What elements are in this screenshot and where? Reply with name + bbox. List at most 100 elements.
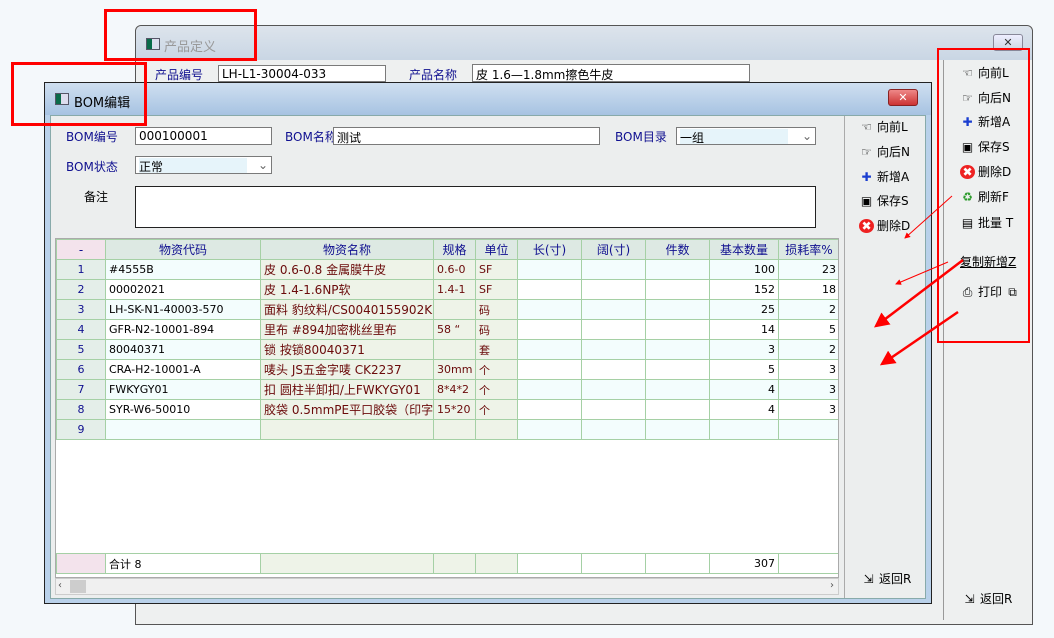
toolbar-button[interactable]: ✚ 新增A [960, 113, 1010, 130]
cell-9[interactable]: 3 [778, 359, 838, 380]
product-name-field[interactable]: 皮 1.6—1.8mm擦色牛皮 [472, 64, 750, 82]
cell-2[interactable]: 扣 圆柱半卸扣/上FWKYGY01 [260, 379, 434, 400]
column-header[interactable]: 损耗率% [778, 239, 838, 260]
column-header[interactable]: 单位 [475, 239, 518, 260]
cell-6[interactable] [581, 419, 646, 440]
cell-3[interactable]: 58 “ [433, 319, 476, 340]
column-header[interactable]: 件数 [645, 239, 710, 260]
cell-1[interactable]: 00002021 [105, 279, 261, 300]
cell-9[interactable]: 3 [778, 379, 838, 400]
toolbar-button[interactable]: ▣ 保存S [960, 138, 1010, 155]
scroll-right-arrow[interactable]: › [830, 580, 834, 591]
close-button[interactable]: ✕ [888, 89, 918, 106]
cell-4[interactable]: 套 [475, 339, 518, 360]
cell-0[interactable]: 2 [56, 279, 106, 300]
cell-3[interactable] [433, 339, 476, 360]
cell-1[interactable]: SYR-W6-50010 [105, 399, 261, 420]
cell-1[interactable]: CRA-H2-10001-A [105, 359, 261, 380]
cell-7[interactable] [645, 299, 710, 320]
table-row[interactable]: 3 LH-SK-N1-40003-570 面料 豹纹料/CS0040155902K 码… [56, 299, 838, 320]
cell-2[interactable]: 皮 1.4-1.6NP软 [260, 279, 434, 300]
cell-0[interactable]: 5 [56, 339, 106, 360]
toolbar-button[interactable]: ☜ 向前L [859, 118, 908, 135]
cell-3[interactable]: 8*4*2 [433, 379, 476, 400]
cell-8[interactable]: 100 [709, 259, 779, 280]
table-row[interactable]: 8 SYR-W6-50010 胶袋 0.5mmPE平口胶袋（印字 15*20 个 4 3 [56, 399, 838, 420]
cell-9[interactable]: 2 [778, 299, 838, 320]
column-header[interactable]: 物资代码 [105, 239, 261, 260]
cell-7[interactable] [645, 339, 710, 360]
cell-9[interactable]: 3 [778, 399, 838, 420]
cell-0[interactable]: 7 [56, 379, 106, 400]
title-bar[interactable]: 产品定义 ✕ [136, 26, 1032, 60]
cell-2[interactable] [260, 419, 434, 440]
cell-5[interactable] [517, 319, 582, 340]
cell-1[interactable]: LH-SK-N1-40003-570 [105, 299, 261, 320]
cell-2[interactable]: 面料 豹纹料/CS0040155902K [260, 299, 434, 320]
cell-5[interactable] [517, 419, 582, 440]
horizontal-scrollbar[interactable]: ‹ › [55, 578, 839, 595]
toolbar-button[interactable]: ♻ 刷新F [960, 188, 1009, 205]
table-row[interactable]: 5 80040371 锁 按锁80040371 套 3 2 [56, 339, 838, 360]
cell-0[interactable]: 3 [56, 299, 106, 320]
cell-7[interactable] [645, 319, 710, 340]
cell-6[interactable] [581, 259, 646, 280]
product-code-field[interactable]: LH-L1-30004-033 [218, 65, 386, 82]
title-bar[interactable]: BOM编辑 ✕ [45, 83, 931, 115]
bom-name-field[interactable]: 测试 [333, 127, 600, 145]
column-header[interactable]: 基本数量 [709, 239, 779, 260]
cell-4[interactable]: 码 [475, 299, 518, 320]
toolbar-button[interactable]: ✖ 删除D [859, 217, 910, 234]
cell-4[interactable]: 个 [475, 379, 518, 400]
cell-0[interactable]: 8 [56, 399, 106, 420]
remark-field[interactable] [135, 186, 816, 228]
table-row[interactable]: 4 GFR-N2-10001-894 里布 #894加密桃丝里布 58 “码 14 5 [56, 319, 838, 340]
cell-2[interactable]: 里布 #894加密桃丝里布 [260, 319, 434, 340]
cell-6[interactable] [581, 399, 646, 420]
table-row[interactable]: 9 [56, 419, 838, 440]
close-button[interactable]: ✕ [993, 34, 1023, 51]
table-row[interactable]: 6 CRA-H2-10001-A 唛头 JS五金字唛 CK2237 30mm 个 5 3 [56, 359, 838, 380]
bom-status-select[interactable]: 正常 ⌄ [135, 156, 272, 174]
toolbar-button[interactable]: ☞ 向后N [960, 89, 1011, 106]
table-row[interactable]: 7 FWKYGY01 扣 圆柱半卸扣/上FWKYGY01 8*4*2 个 4 3 [56, 379, 838, 400]
return-button[interactable]: ⇲ 返回R [962, 590, 1012, 607]
cell-4[interactable]: 个 [475, 359, 518, 380]
cell-1[interactable]: 80040371 [105, 339, 261, 360]
toolbar-button[interactable]: ☞ 向后N [859, 143, 910, 160]
cell-9[interactable]: 23 [778, 259, 838, 280]
return-button[interactable]: ⇲ 返回R [861, 570, 911, 587]
scroll-thumb[interactable] [70, 580, 86, 593]
cell-7[interactable] [645, 419, 710, 440]
cell-2[interactable]: 胶袋 0.5mmPE平口胶袋（印字 [260, 399, 434, 420]
cell-1[interactable]: FWKYGY01 [105, 379, 261, 400]
cell-8[interactable]: 4 [709, 379, 779, 400]
toolbar-button[interactable]: ⎙ 打印 ⧉ [960, 283, 1020, 300]
cell-9[interactable]: 5 [778, 319, 838, 340]
scroll-left-arrow[interactable]: ‹ [58, 580, 62, 591]
cell-8[interactable] [709, 419, 779, 440]
cell-5[interactable] [517, 359, 582, 380]
cell-0[interactable]: 9 [56, 419, 106, 440]
toolbar-button[interactable]: ✖ 删除D [960, 163, 1011, 180]
toolbar-button[interactable]: ▣ 保存S [859, 192, 909, 209]
cell-5[interactable] [517, 299, 582, 320]
copies-icon[interactable]: ⧉ [1008, 284, 1017, 299]
toolbar-button[interactable]: ✚ 新增A [859, 168, 909, 185]
cell-8[interactable]: 25 [709, 299, 779, 320]
toolbar-button[interactable]: ☜ 向前L [960, 64, 1009, 81]
cell-3[interactable]: 30mm [433, 359, 476, 380]
cell-5[interactable] [517, 399, 582, 420]
cell-5[interactable] [517, 339, 582, 360]
cell-8[interactable]: 152 [709, 279, 779, 300]
cell-0[interactable]: 1 [56, 259, 106, 280]
cell-8[interactable]: 3 [709, 339, 779, 360]
cell-1[interactable]: #4555B [105, 259, 261, 280]
cell-4[interactable]: 码 [475, 319, 518, 340]
toolbar-button[interactable]: 复制新增Z [960, 253, 1016, 270]
cell-6[interactable] [581, 379, 646, 400]
cell-4[interactable] [475, 419, 518, 440]
toolbar-button[interactable]: ▤ 批量 T [960, 214, 1013, 231]
cell-2[interactable]: 皮 0.6-0.8 金属膜牛皮 [260, 259, 434, 280]
cell-9[interactable] [778, 419, 838, 440]
